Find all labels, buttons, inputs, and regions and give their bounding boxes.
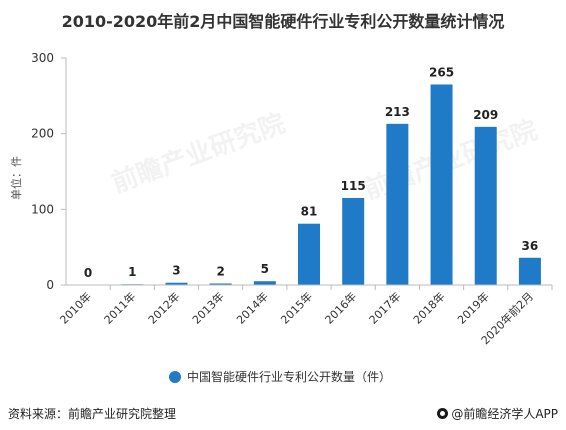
x-tick-label: 2015年 [278,289,315,326]
bar-value-label: 81 [301,205,318,219]
chart-title: 2010-2020年前2月中国智能硬件行业专利公开数量统计情况 [61,12,505,31]
bar [430,84,453,285]
bars: 0 1 3 2 5 81 115 213 265 209 36 [84,65,541,286]
bar-value-label: 265 [429,65,454,79]
x-tick-label: 2018年 [410,289,447,326]
bar-value-label: 36 [522,239,539,253]
x-tick-label: 2013年 [189,289,226,326]
y-tick-label: 100 [31,202,54,216]
source-note: 资料来源：前瞻产业研究院整理 [8,407,177,421]
bar-value-label: 3 [172,264,180,278]
bar [298,223,320,285]
brand-text: @前瞻经济学人APP [451,407,558,421]
bar-value-label: 115 [341,179,366,193]
bar [342,197,365,285]
y-axis: 0 100 200 300 [31,51,67,292]
brand-label: @前瞻经济学人APP [437,405,558,422]
watermark-text-1: 前瞻产业研究院 [108,108,290,199]
bar [209,283,232,285]
x-tick-label: 2010年 [57,289,94,326]
bar [474,126,497,286]
x-tick-label: 2014年 [233,289,270,326]
x-axis: 2010年 2011年 2012年 2013年 2014年 2015年 2016年 2017年… [57,284,553,347]
brand-logo-icon [437,408,449,419]
bar-value-label: 209 [473,108,498,122]
x-tick-label: 2016年 [322,289,359,326]
x-tick-label: 2012年 [145,289,182,326]
bar [518,257,541,285]
bar-value-label: 0 [84,266,92,280]
bar-value-label: 2 [216,264,224,278]
legend-label: 中国智能硬件行业专利公开数量（件） [187,369,391,384]
bar-value-label: 1 [128,265,136,279]
x-tick-label: 2017年 [366,289,403,326]
legend-marker [169,371,181,383]
y-tick-label: 0 [46,278,54,292]
x-tick-label: 2011年 [101,289,138,326]
legend: 中国智能硬件行业专利公开数量（件） [169,369,391,384]
x-tick-label: 2019年 [454,289,491,326]
bar [253,281,276,285]
bar [165,282,188,285]
y-axis-label: 单位：件 [9,156,23,200]
y-tick-label: 200 [31,127,54,141]
bar-value-label: 5 [261,262,269,276]
bar [386,123,409,285]
bar-value-label: 213 [385,105,410,119]
y-tick-label: 300 [31,51,54,65]
